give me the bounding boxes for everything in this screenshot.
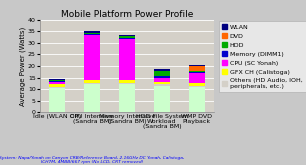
Bar	[154, 86, 170, 112]
Bar	[189, 87, 205, 112]
Bar	[49, 84, 65, 87]
Bar	[119, 36, 135, 38]
Bar	[84, 83, 100, 84]
Bar	[49, 88, 65, 112]
Bar	[119, 38, 135, 39]
Bar	[154, 84, 170, 86]
Bar	[154, 69, 170, 71]
Bar	[84, 33, 100, 34]
Bar	[49, 80, 65, 81]
Bar	[119, 35, 135, 36]
Bar	[189, 73, 205, 83]
Bar	[119, 39, 135, 80]
Bar	[49, 81, 65, 82]
Bar	[84, 84, 100, 112]
Text: System: Napa/Yonah on Canyon CRB/Reference Board, 2.16GHz DC Yonah, Calistoga,
I: System: Napa/Yonah on Canyon CRB/Referen…	[0, 156, 185, 164]
Bar	[189, 83, 205, 86]
Bar	[154, 76, 170, 78]
Bar	[189, 66, 205, 71]
Bar	[49, 87, 65, 88]
Legend: WLAN, DVD, HDD, Memory (DIMM1), CPU (SC Yonah), GFX CH (Calistoga), Others (HD A: WLAN, DVD, HDD, Memory (DIMM1), CPU (SC …	[219, 21, 306, 92]
Bar	[119, 83, 135, 84]
Bar	[84, 35, 100, 80]
Bar	[154, 78, 170, 82]
Y-axis label: Average Power (Watts): Average Power (Watts)	[20, 26, 26, 106]
Bar	[189, 65, 205, 66]
Bar	[84, 80, 100, 83]
Bar	[84, 34, 100, 35]
Bar	[189, 71, 205, 72]
Title: Mobile Platform Power Profile: Mobile Platform Power Profile	[61, 10, 193, 19]
Bar	[189, 86, 205, 87]
Bar	[189, 72, 205, 73]
Bar	[119, 84, 135, 112]
Bar	[49, 82, 65, 84]
Bar	[49, 79, 65, 80]
Bar	[154, 82, 170, 84]
Bar	[154, 71, 170, 76]
Bar	[84, 31, 100, 33]
Bar	[119, 80, 135, 83]
